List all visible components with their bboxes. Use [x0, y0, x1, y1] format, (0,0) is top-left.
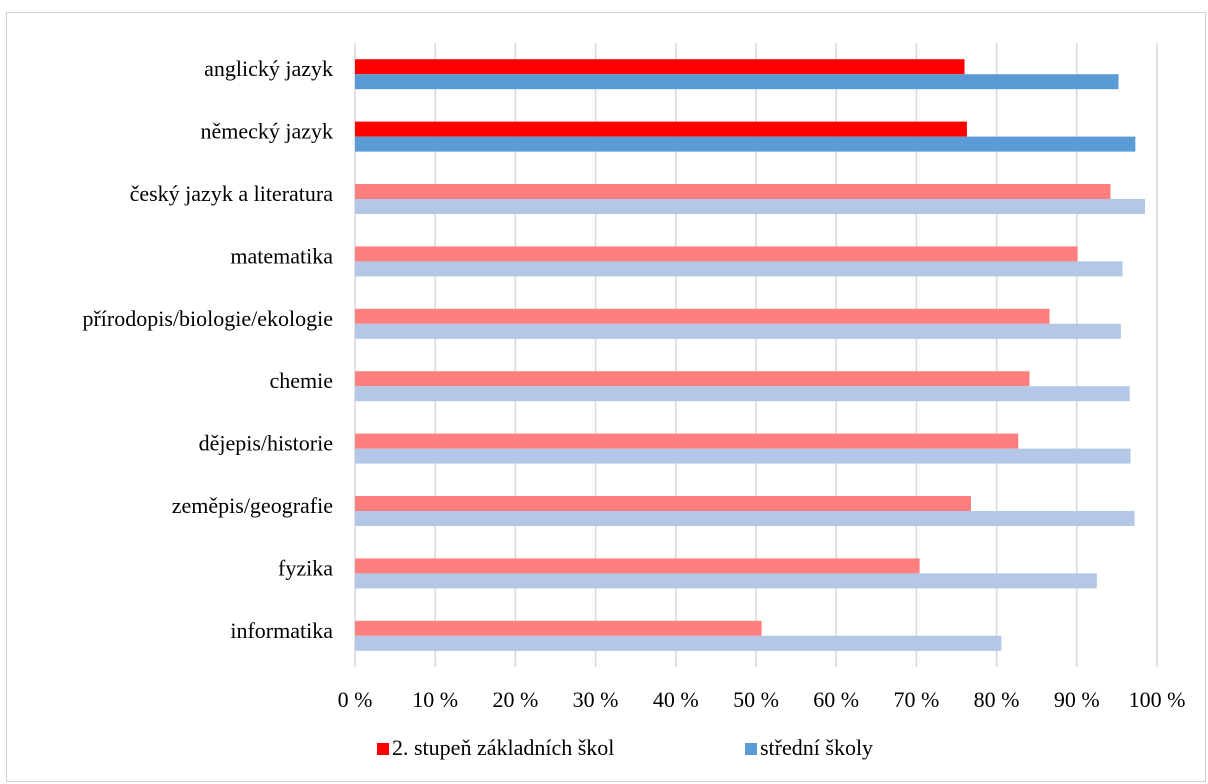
- category-label: český jazyk a literatura: [130, 181, 334, 206]
- x-tick-label: 60 %: [813, 687, 859, 712]
- chart-frame: anglický jazyk německý jazyk český jazyk a…: [6, 12, 1206, 782]
- bar-stredni: [355, 136, 1136, 152]
- bar-zakladni: [355, 246, 1078, 262]
- bar-zakladni: [355, 433, 1019, 449]
- bar-zakladni: [355, 620, 762, 636]
- legend-swatch-zakladni: [377, 743, 389, 755]
- legend-label-zakladni: 2. stupeň základních škol: [392, 735, 614, 760]
- category-labels: anglický jazyk německý jazyk český jazyk a…: [82, 56, 333, 643]
- bar-stredni: [355, 323, 1121, 339]
- x-tick-label: 70 %: [893, 687, 939, 712]
- x-tick-label: 0 %: [338, 687, 373, 712]
- bar-zakladni: [355, 184, 1111, 199]
- category-label: dějepis/historie: [199, 431, 333, 456]
- x-tick-label: 30 %: [573, 687, 619, 712]
- x-tick-label: 80 %: [974, 687, 1020, 712]
- bar-zakladni: [355, 496, 971, 511]
- bar-stredni: [355, 74, 1119, 90]
- x-tick-label: 20 %: [492, 687, 538, 712]
- category-label: zeměpis/geografie: [172, 493, 333, 518]
- category-label: anglický jazyk: [204, 56, 333, 81]
- legend-label-stredni: střední školy: [760, 735, 873, 760]
- category-label: německý jazyk: [200, 119, 333, 144]
- legend-swatch-stredni: [745, 743, 757, 755]
- bar-stredni: [355, 261, 1123, 277]
- category-label: fyzika: [278, 555, 333, 580]
- bar-stredni: [355, 386, 1130, 402]
- x-tick-label: 90 %: [1054, 687, 1100, 712]
- legend: 2. stupeň základních škol střední školy: [377, 735, 873, 760]
- category-label: informatika: [230, 618, 333, 643]
- bar-stredni: [355, 448, 1131, 464]
- bars: [355, 59, 1145, 651]
- category-label: chemie: [269, 368, 333, 393]
- bar-zakladni: [355, 371, 1030, 387]
- category-label: přírodopis/biologie/ekologie: [82, 306, 333, 331]
- bar-zakladni: [355, 308, 1050, 324]
- x-tick-label: 100 %: [1129, 687, 1186, 712]
- x-tick-label: 40 %: [653, 687, 699, 712]
- bar-stredni: [355, 573, 1097, 589]
- bar-stredni: [355, 635, 1002, 651]
- x-tick-labels: 0 % 10 % 20 % 30 % 40 % 50 % 60 % 70 % 80 % 90 % 1…: [338, 687, 1186, 712]
- bar-stredni: [355, 511, 1135, 526]
- bar-zakladni: [355, 121, 967, 137]
- x-tick-label: 50 %: [733, 687, 779, 712]
- bar-zakladni: [355, 59, 965, 75]
- bar-chart: anglický jazyk německý jazyk český jazyk a…: [82, 43, 1186, 760]
- bar-stredni: [355, 199, 1145, 214]
- bar-zakladni: [355, 558, 920, 574]
- category-label: matematika: [230, 243, 333, 268]
- x-tick-label: 10 %: [412, 687, 458, 712]
